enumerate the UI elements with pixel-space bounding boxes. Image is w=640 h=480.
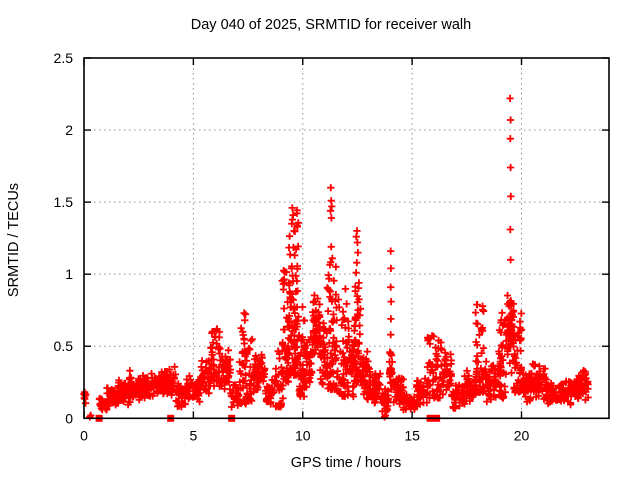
y-tick-label: 1.5 <box>54 194 74 210</box>
gridlines <box>84 58 609 419</box>
y-tick-label: 0 <box>65 410 73 426</box>
tick-labels: 0 5 10 15 20 0 0.5 1 1.5 2 2.5 <box>54 50 530 443</box>
y-tick-label: 2.5 <box>54 50 74 66</box>
chart-title: Day 040 of 2025, SRMTID for receiver wal… <box>191 17 471 33</box>
x-axis-label: GPS time / hours <box>291 455 401 471</box>
y-tick-label: 2 <box>65 122 73 138</box>
x-tick-label: 10 <box>295 427 311 443</box>
y-axis-label: SRMTID / TECUs <box>6 183 22 297</box>
scatter-plus-markers <box>80 94 592 421</box>
plot-border <box>83 57 610 420</box>
y-tick-label: 1 <box>65 266 73 282</box>
x-tick-label: 5 <box>189 427 197 443</box>
x-tick-label: 15 <box>404 427 420 443</box>
x-tick-label: 20 <box>514 427 530 443</box>
data-points <box>80 94 592 422</box>
y-tick-label: 0.5 <box>54 338 74 354</box>
x-tick-label: 0 <box>80 427 88 443</box>
